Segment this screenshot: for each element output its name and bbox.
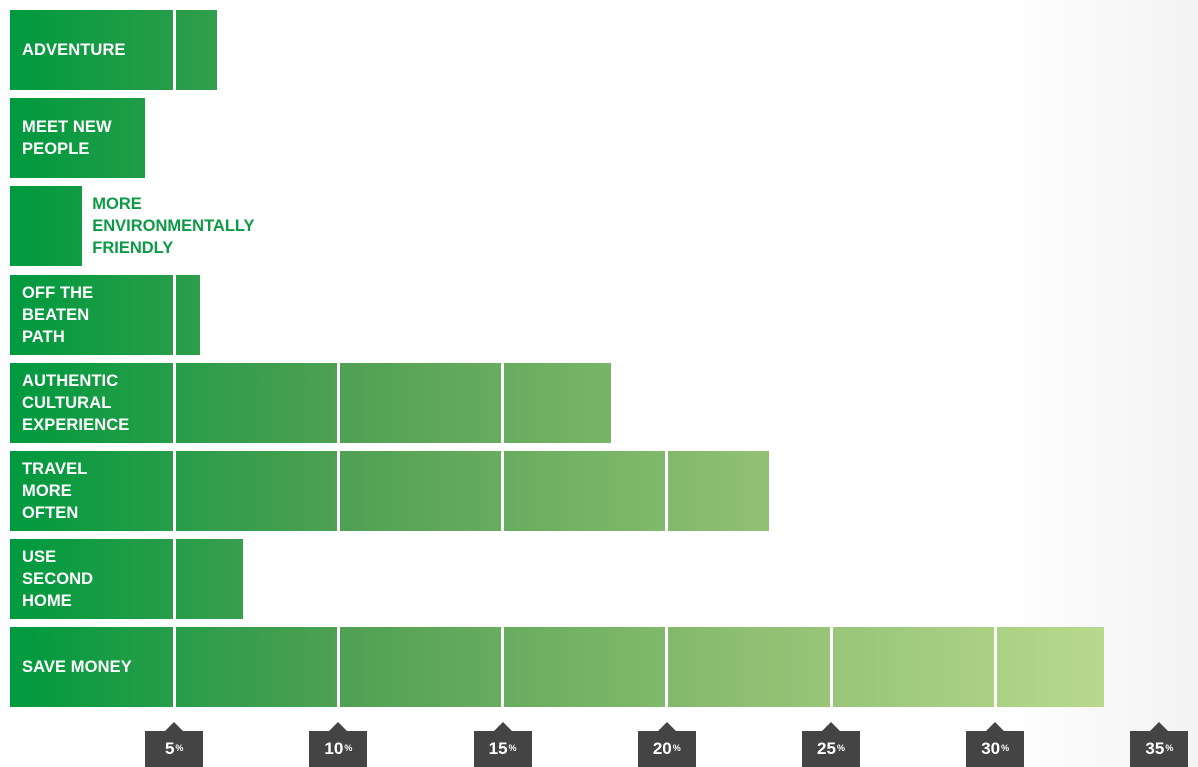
bar-separator [829, 627, 833, 708]
bar-label-line: OFTEN [22, 504, 79, 522]
bar-label-line: PEOPLE [22, 140, 90, 159]
bar-label-line: SAVE MONEY [22, 658, 132, 677]
bar-separator [993, 627, 997, 708]
bar-separator [172, 627, 176, 708]
tick-pointer [822, 722, 840, 731]
bar-separator [501, 627, 505, 708]
tick-pointer [1150, 722, 1169, 731]
bar-separator [501, 362, 505, 443]
bar-label-line: BEATEN [22, 305, 90, 324]
bar-label-line: PATH [22, 327, 65, 346]
tick-pointer [493, 722, 512, 731]
bar-label-line: HOME [22, 592, 72, 611]
bar-label-line: MORE [92, 195, 142, 214]
tick-label: 5% [145, 731, 204, 767]
tick-pointer [329, 722, 348, 731]
bar-label-line: EXPERIENCE [22, 415, 130, 434]
tick-suffix: % [836, 743, 845, 753]
x-tick-15: 15% [473, 722, 532, 767]
bar-separator [665, 451, 669, 531]
bar-5: TRAVEL MORE OFTEN [10, 451, 769, 531]
bar-label-line: ENVIRONMENTALLY [92, 217, 255, 236]
tick-suffix: % [672, 743, 681, 753]
bar-3: OFF THE BEATEN PATH [10, 274, 201, 355]
bar-label: AUTHENTIC CULTURAL EXPERIENCE [22, 363, 129, 443]
tick-label: 35% [1130, 731, 1189, 767]
tick-value: 35 [1145, 739, 1165, 758]
bar-7: SAVE MONEY [10, 627, 1104, 708]
bar-1: MEET NEW PEOPLE [10, 98, 145, 179]
tick-label: 25% [802, 731, 860, 767]
bar-label-line: AUTHENTIC [22, 371, 119, 390]
bar-label-line: FRIENDLY [92, 239, 174, 258]
tick-label: 10% [309, 731, 368, 767]
tick-suffix: % [1165, 743, 1174, 753]
bar-label-line: OFF THE [22, 283, 94, 302]
tick-value: 15 [488, 739, 508, 758]
bar-2 [10, 186, 83, 267]
tick-suffix: % [1001, 743, 1010, 753]
bar-separator [336, 362, 340, 443]
tick-suffix: % [508, 743, 517, 753]
bar-separator [336, 627, 340, 708]
bar-4: AUTHENTIC CULTURAL EXPERIENCE [10, 362, 611, 443]
tick-value: 10 [324, 739, 344, 758]
bar-label-outside: MORE ENVIRONMENTALLY FRIENDLY [92, 193, 254, 259]
tick-suffix: % [344, 743, 353, 753]
tick-suffix: % [175, 743, 184, 753]
bar-6: USE SECOND HOME [10, 539, 244, 620]
bar-label: USE SECOND HOME [22, 539, 93, 619]
bar-separator [172, 451, 176, 531]
bar-label-line: TRAVEL [22, 460, 88, 478]
tick-label: 15% [473, 731, 532, 767]
tick-value: 20 [652, 739, 672, 758]
bar-label: OFF THE BEATEN PATH [22, 275, 93, 355]
bar-separator [501, 451, 505, 531]
tick-pointer [986, 722, 1005, 731]
bar-label-line: USE [22, 548, 57, 567]
tick-value: 5 [164, 739, 175, 758]
bar-label: SAVE MONEY [22, 627, 132, 707]
bar-label: MEET NEW PEOPLE [22, 98, 112, 178]
bar-0: ADVENTURE [10, 10, 217, 90]
bar-separator [172, 539, 176, 620]
x-tick-20: 20% [637, 722, 696, 767]
tick-pointer [165, 722, 184, 731]
x-tick-35: 35% [1130, 722, 1189, 767]
x-tick-25: 25% [802, 722, 860, 767]
bar-label-line: MORE [22, 482, 72, 500]
bar-separator [172, 10, 176, 90]
tick-pointer [657, 722, 676, 731]
x-tick-10: 10% [309, 722, 368, 767]
bar-label-line: MEET NEW [22, 118, 112, 137]
bar-separator [336, 451, 340, 531]
x-tick-30: 30% [966, 722, 1025, 767]
bar-separator [172, 274, 176, 355]
tick-label: 30% [966, 731, 1025, 767]
x-tick-5: 5% [145, 722, 204, 767]
bar-label-line: CULTURAL [22, 393, 112, 412]
tick-value: 25 [817, 739, 836, 758]
bar-label-line: SECOND [22, 570, 94, 589]
tick-label: 20% [637, 731, 696, 767]
bar-separator [665, 627, 669, 708]
tick-value: 30 [981, 739, 1001, 758]
bar-label-line: ADVENTURE [22, 41, 126, 59]
bar-label: TRAVEL MORE OFTEN [22, 451, 87, 531]
bar-label: ADVENTURE [22, 10, 126, 90]
bar-separator [172, 362, 176, 443]
